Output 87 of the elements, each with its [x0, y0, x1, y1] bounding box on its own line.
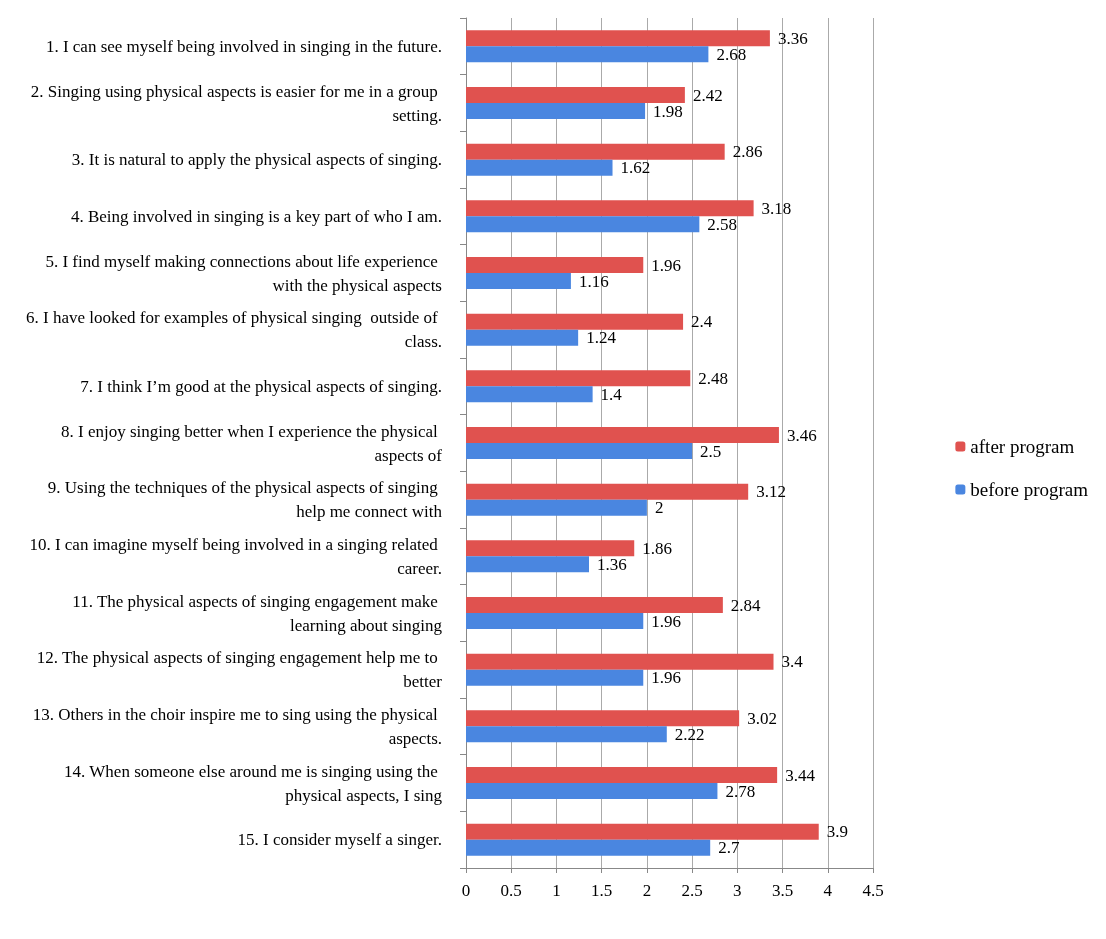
bar	[466, 613, 644, 629]
bar	[466, 46, 709, 63]
data-label: 2.5	[700, 441, 722, 461]
y-tick-label: 2. Singing using physical aspects is easier for me in a group setting.	[30, 81, 442, 125]
data-label: 3.18	[761, 198, 792, 218]
bar	[466, 200, 754, 217]
data-label: 3.9	[826, 822, 848, 842]
x-tick-label: 3.5	[771, 881, 794, 900]
legend-label: after program	[970, 436, 1075, 457]
y-tick-label: 4. Being involved in singing is a key part of who I am.	[70, 206, 442, 226]
bar	[466, 653, 774, 670]
bar	[466, 370, 691, 387]
y-tick-label: 5. I find myself making connections about life experience with the physical aspects	[45, 251, 442, 295]
data-label: 3.36	[777, 28, 808, 48]
y-tick-label: 10. I can imagine myself being involved in a singing related career.	[29, 534, 442, 578]
bar	[466, 669, 644, 686]
y-tick-label: 12. The physical aspects of singing engagement help me to better	[36, 648, 443, 692]
data-label: 3.02	[747, 708, 777, 728]
data-label: 3.4	[781, 652, 804, 672]
x-tick-label: 4.5	[862, 881, 884, 900]
data-label: 2.84	[730, 595, 762, 615]
y-tick-label: 11. The physical aspects of singing engagement make learning about singing	[72, 591, 443, 635]
data-label: 3.12	[756, 482, 786, 502]
bar	[466, 839, 711, 856]
data-label: 1.98	[653, 101, 683, 121]
x-tick-label: 1.5	[591, 881, 613, 900]
y-tick-label: 7. I think I’m good at the physical aspects of singing.	[80, 376, 442, 396]
data-label: 2.58	[707, 214, 738, 234]
data-label: 1.36	[597, 554, 627, 574]
y-tick-label: 1. I can see myself being involved in singing in the future.	[45, 36, 442, 56]
x-tick-label: 3	[733, 881, 742, 900]
x-tick-label: 4	[823, 881, 833, 900]
data-label: 1.24	[586, 328, 617, 348]
bar	[466, 257, 644, 273]
y-tick-label: 6. I have looked for examples of physical singing outside of class.	[26, 308, 442, 352]
data-label: 3.44	[785, 765, 816, 785]
x-tick-label: 1	[552, 881, 561, 900]
bar	[466, 443, 693, 459]
bar	[466, 386, 593, 403]
legend-label: before program	[970, 479, 1089, 500]
data-label: 2	[654, 498, 664, 518]
bar	[466, 823, 819, 840]
bar	[466, 556, 589, 573]
y-tick-label: 14. When someone else around me is singing using the physical aspects, I sing	[64, 761, 443, 805]
bar	[466, 273, 571, 289]
data-label: 3.46	[786, 425, 817, 445]
y-tick-label: 8. I enjoy singing better when I experience the physical aspects of	[61, 421, 443, 465]
data-label: 1.16	[578, 271, 609, 291]
data-label: 2.78	[725, 781, 756, 801]
data-label: 1.62	[620, 158, 651, 178]
y-tick-label: 13. Others in the choir inspire me to sing using the physical aspects.	[32, 704, 442, 748]
bar	[466, 427, 779, 443]
y-tick-label: 15. I consider myself a singer.	[237, 830, 442, 850]
data-label: 2.68	[716, 44, 747, 64]
bar	[466, 597, 723, 613]
y-tick-label: 9. Using the techniques of the physical aspects of singing help me connect with	[47, 478, 443, 522]
bar	[466, 540, 635, 557]
bar	[466, 767, 778, 783]
bar	[466, 30, 770, 47]
bar	[466, 483, 749, 500]
data-label: 1.96	[651, 668, 682, 688]
bar	[466, 499, 647, 516]
y-tick-label: 3. It is natural to apply the physical aspects of singing.	[71, 150, 442, 170]
data-label: 2.4	[691, 312, 713, 332]
data-label: 1.96	[651, 255, 682, 275]
data-label: 2.7	[718, 838, 740, 858]
bar	[466, 159, 613, 176]
data-label: 2.86	[732, 142, 763, 162]
bar	[466, 783, 718, 799]
bar	[466, 103, 646, 119]
x-tick-label: 0.5	[500, 881, 522, 900]
bar	[466, 313, 684, 330]
data-label: 2.22	[674, 724, 705, 744]
x-tick-label: 2.5	[681, 881, 703, 900]
bar	[466, 726, 667, 743]
bar	[466, 710, 740, 727]
bar	[466, 87, 685, 103]
bar	[466, 329, 579, 346]
bar	[466, 143, 725, 160]
data-label: 2.48	[698, 368, 729, 388]
data-label: 1.86	[642, 538, 672, 558]
data-label: 1.4	[600, 384, 623, 404]
data-label: 1.96	[651, 611, 682, 631]
x-tick-label: 0	[461, 881, 471, 900]
bar	[466, 216, 700, 233]
data-label: 2.42	[692, 85, 723, 105]
x-tick-label: 2	[642, 881, 652, 900]
